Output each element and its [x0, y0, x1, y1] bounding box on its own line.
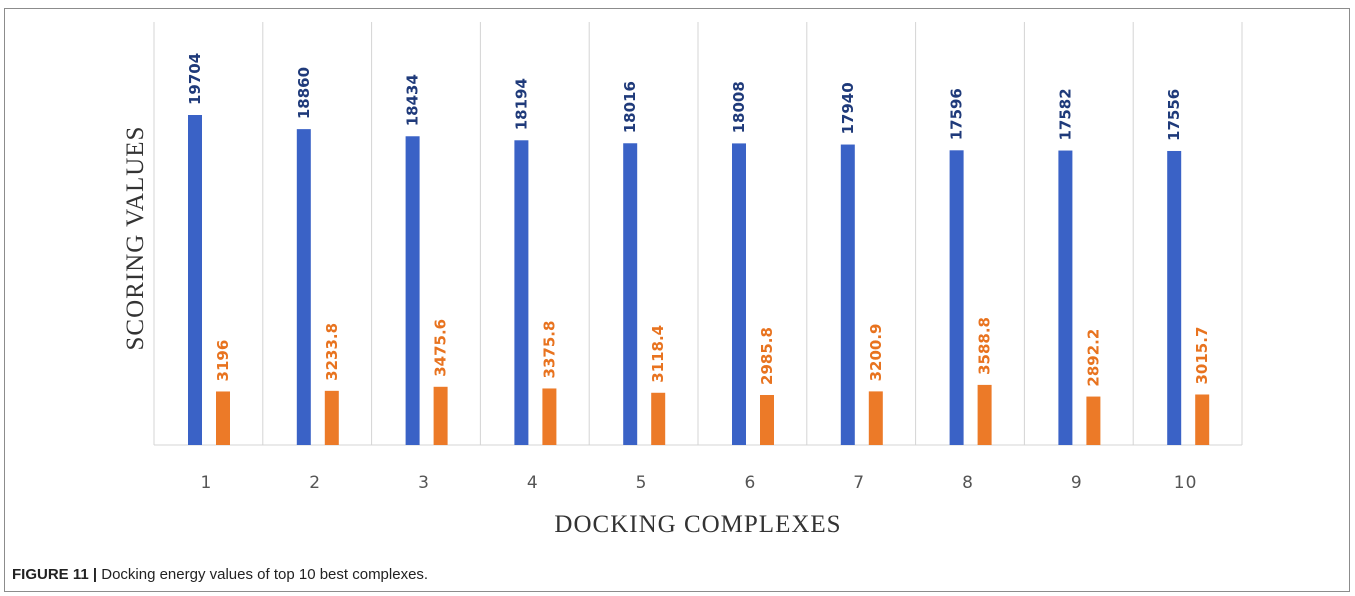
data-label-series-1-1: 19704 — [186, 53, 204, 105]
x-tick-label-8: 8 — [962, 473, 974, 493]
data-label-series-1-4: 18194 — [512, 78, 530, 130]
y-axis-title: SCORING VALUES — [122, 126, 149, 351]
x-tick-label-9: 9 — [1071, 473, 1083, 493]
bar-series-2-1 — [216, 391, 230, 445]
data-label-series-2-1: 3196 — [214, 340, 232, 382]
bar-series-1-10 — [1167, 150, 1182, 445]
data-label-series-1-6: 18008 — [730, 81, 748, 133]
bar-series-2-10 — [1195, 394, 1210, 445]
figure-frame — [4, 8, 1350, 592]
x-axis-title: DOCKING COMPLEXES — [554, 511, 841, 538]
bar-series-2-9 — [1086, 396, 1101, 445]
x-tick-label-10: 10 — [1174, 473, 1198, 493]
x-tick-label-5: 5 — [636, 473, 648, 493]
bar-series-2-5 — [651, 392, 666, 445]
bar-series-1-2 — [296, 129, 311, 446]
data-label-series-2-4: 3375.8 — [540, 321, 558, 379]
data-label-series-1-10: 17556 — [1165, 89, 1183, 141]
x-tick-label-3: 3 — [418, 473, 430, 493]
bar-series-2-6 — [760, 394, 774, 445]
x-tick-label-4: 4 — [527, 473, 539, 493]
bar-series-1-5 — [623, 143, 638, 446]
caption-text: Docking energy values of top 10 best com… — [101, 566, 429, 583]
bar-series-2-8 — [977, 384, 992, 445]
bar-series-1-4 — [514, 140, 529, 445]
x-tick-label-7: 7 — [853, 473, 865, 493]
bar-series-2-3 — [433, 386, 448, 445]
bar-series-2-7 — [868, 391, 883, 445]
data-label-series-2-5: 3118.4 — [649, 325, 667, 383]
data-label-series-1-7: 17940 — [839, 82, 857, 134]
data-label-series-1-8: 17596 — [948, 88, 966, 140]
caption-label: FIGURE 11 | — [12, 566, 98, 583]
bar-series-1-6 — [732, 143, 746, 445]
bar-series-1-3 — [405, 136, 420, 446]
data-label-series-1-5: 18016 — [621, 81, 639, 133]
bar-series-2-2 — [324, 390, 339, 445]
data-label-series-2-6: 2985.8 — [758, 327, 776, 385]
bar-series-1-7 — [840, 144, 855, 445]
data-label-series-1-2: 18860 — [295, 67, 313, 119]
x-tick-label-1: 1 — [200, 473, 212, 493]
bar-series-1-8 — [949, 150, 964, 445]
bar-series-1-9 — [1058, 150, 1073, 445]
data-label-series-2-2: 3233.8 — [323, 323, 341, 381]
bar-series-2-4 — [542, 388, 557, 445]
bar-series-1-1 — [188, 115, 202, 445]
figure-caption: FIGURE 11 | Docking energy values of top… — [12, 566, 428, 583]
data-label-series-2-3: 3475.6 — [432, 319, 450, 377]
x-tick-label-6: 6 — [744, 473, 756, 493]
data-label-series-2-7: 3200.9 — [867, 324, 885, 382]
x-tick-label-2: 2 — [309, 473, 321, 493]
data-label-series-2-9: 2892.2 — [1084, 329, 1102, 387]
data-label-series-1-3: 18434 — [404, 74, 422, 126]
data-label-series-2-10: 3015.7 — [1193, 327, 1211, 385]
data-label-series-1-9: 17582 — [1056, 88, 1074, 140]
data-label-series-2-8: 3588.8 — [976, 317, 994, 375]
